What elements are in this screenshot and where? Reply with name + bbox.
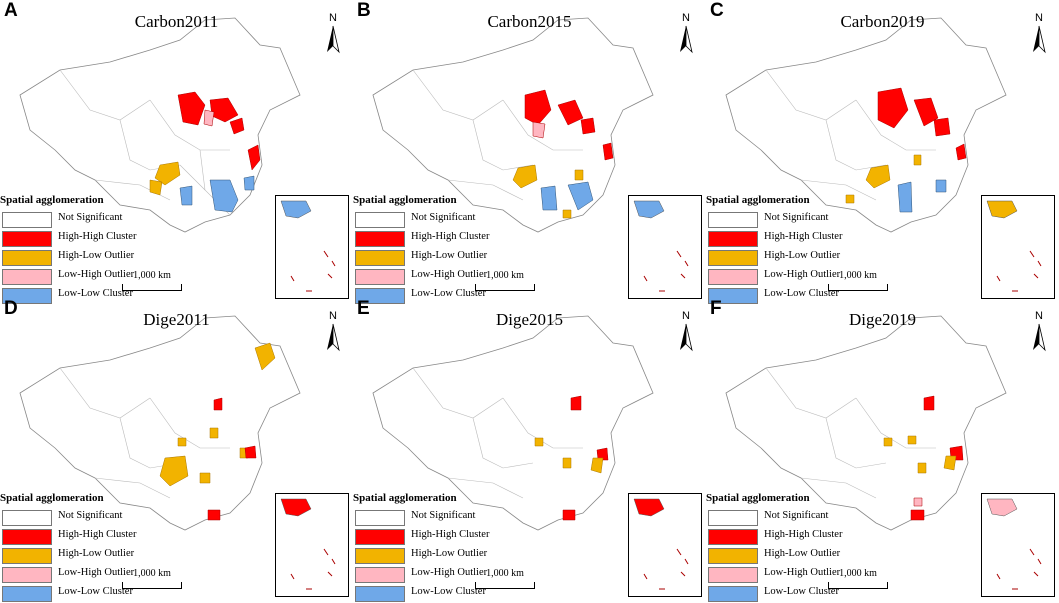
legend: Spatial agglomeration Not Significant Hi… [0,492,160,603]
scale-bar: 1,000 km [475,568,535,589]
legend: Spatial agglomeration Not Significant Hi… [353,492,513,603]
legend-item: High-Low Outlier [0,248,160,267]
south-china-sea-inset [981,195,1055,299]
panel-c: C Carbon2019 N Spatial agglomeration Not… [706,0,1059,304]
panel-d: D Dige2011 N Spatial agglomeration Not S… [0,298,353,602]
south-china-sea-inset [628,493,702,597]
scale-bar: 1,000 km [122,270,182,291]
legend-item: High-High Cluster [0,229,160,248]
panel-letter: A [4,0,18,21]
panel-letter: F [710,298,722,319]
panel-title: Carbon2019 [840,12,925,31]
panel-letter: E [357,298,370,319]
low-low-region [179,175,255,213]
panel-e: E Dige2015 N Spatial agglomeration Not S… [353,298,706,602]
china-map [19,315,301,531]
china-map [372,315,654,531]
north-arrow-icon: N [674,12,698,54]
north-arrow-icon: N [674,310,698,352]
panel-title: Dige2011 [143,310,210,329]
north-arrow-icon: N [321,12,345,54]
scale-bar: 1,000 km [122,568,182,589]
china-map [372,17,654,233]
china-map [725,17,1007,233]
south-china-sea-inset [275,195,349,299]
panel-letter: B [357,0,371,21]
panel-title: Dige2015 [495,310,564,329]
panel-b: B Carbon2015 N Spatial agglomeration Not… [353,0,706,304]
panel-letter: D [4,298,18,319]
panel-f: F Dige2019 N Spatial agglomeration Not S… [706,298,1059,602]
low-high-region [203,109,215,127]
high-high-region [177,91,245,135]
scale-bar: 1,000 km [828,270,888,291]
legend: Spatial agglomeration Not Significant Hi… [706,492,866,603]
north-arrow-icon: N [321,310,345,352]
north-arrow-icon: N [1027,310,1051,352]
legend-item: Not Significant [0,210,160,229]
panel-letter: C [710,0,724,21]
north-arrow-icon: N [1027,12,1051,54]
panel-title: Carbon2015 [487,12,572,31]
south-china-sea-inset [628,195,702,299]
south-china-sea-inset [275,493,349,597]
china-map [725,315,1007,531]
high-low-region [149,161,181,196]
panel-a: A Carbon2011 N Spatial agglomeration Not… [0,0,353,304]
legend-item: Low-High Outlier [0,267,160,286]
legend-item: Low-Low Cluster [0,286,160,305]
scale-bar: 1,000 km [828,568,888,589]
scale-bar: 1,000 km [475,270,535,291]
south-china-sea-inset [981,493,1055,597]
china-map [19,17,301,233]
panel-title: Carbon2011 [134,12,219,31]
legend-title: Spatial agglomeration [0,194,104,206]
panel-title: Dige2019 [848,310,917,329]
legend: Spatial agglomeration Not Significant Hi… [706,194,866,305]
legend: Spatial agglomeration Not Significant Hi… [353,194,513,305]
legend: Spatial agglomeration Not Significant Hi… [0,194,160,305]
